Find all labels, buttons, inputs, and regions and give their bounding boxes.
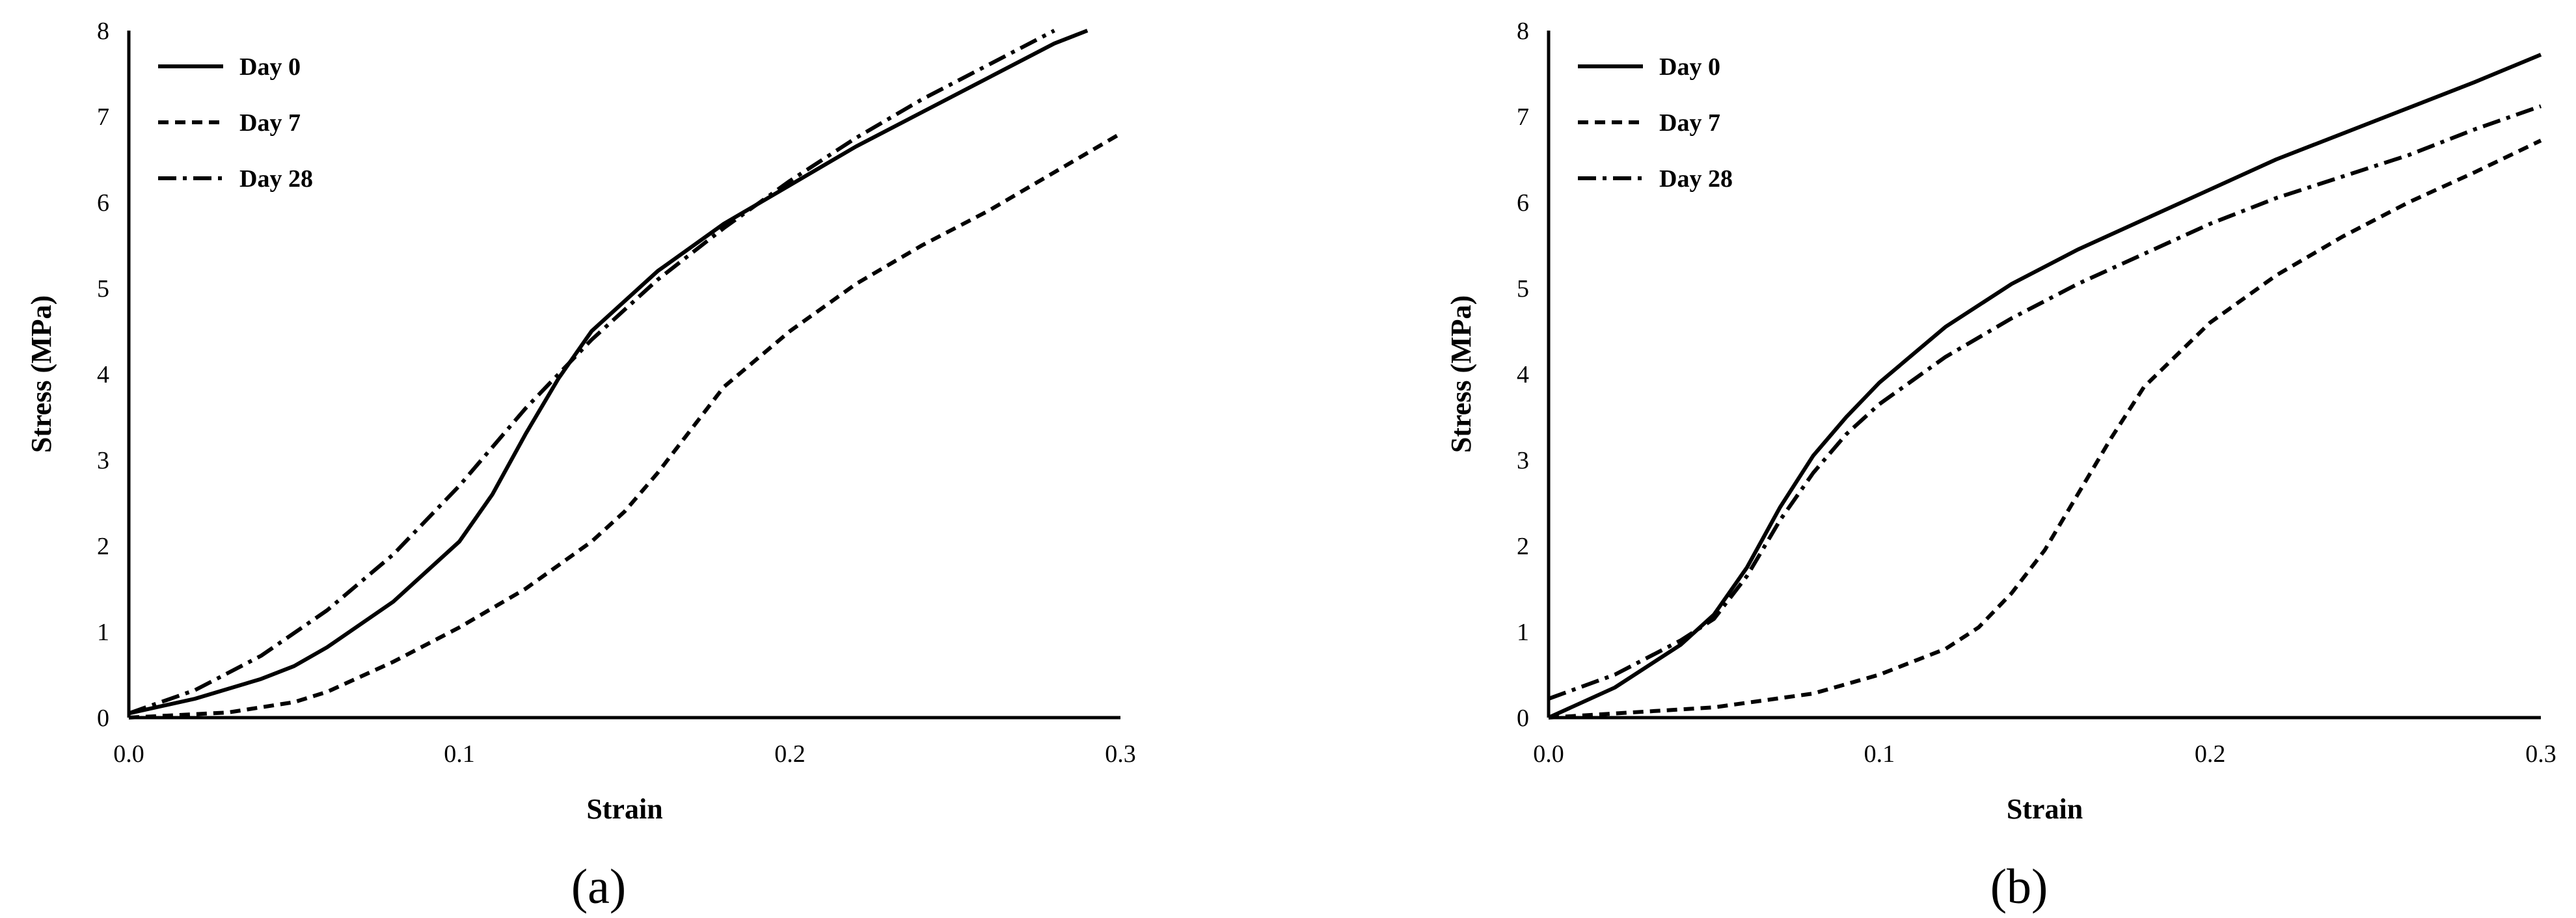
legend-label: Day 7	[1659, 109, 1720, 137]
x-tick-label: 0.1	[1864, 740, 1895, 768]
y-tick-label: 8	[97, 18, 109, 45]
series-line-day-7	[1548, 139, 2542, 720]
y-tick-label: 5	[97, 275, 109, 303]
series-line-day-0	[1547, 53, 2542, 720]
x-tick-label: 0.3	[2525, 740, 2556, 768]
legend-label: Day 0	[239, 53, 301, 81]
x-tick-label: 0.2	[774, 740, 806, 768]
y-tick-label: 2	[1517, 533, 1529, 560]
panel-label-a: (a)	[571, 859, 626, 914]
x-tick-label: 0.1	[444, 740, 475, 768]
y-tick-label: 6	[1517, 189, 1529, 217]
y-tick-label: 6	[97, 189, 109, 217]
chart-panel-a: 0 1 2 3 4 5 6 7 8 0.0 0.1 0.2 0.3 Strain Stress (MPa) D…	[25, 18, 1136, 825]
y-tick-label: 7	[1517, 103, 1529, 131]
y-tick-label: 1	[97, 619, 109, 646]
y-tick-label: 3	[97, 447, 109, 474]
legend-label: Day 7	[239, 109, 301, 137]
x-axis-title: Strain	[2007, 793, 2083, 825]
y-axis-title: Stress (MPa)	[1445, 295, 1477, 453]
x-tick-label: 0.2	[2195, 740, 2226, 768]
y-axis-title: Stress (MPa)	[25, 295, 57, 453]
legend-label: Day 0	[1659, 53, 1720, 81]
y-tick-label: 4	[1517, 361, 1529, 388]
y-tick-label: 1	[1517, 619, 1529, 646]
y-tick-label: 4	[97, 361, 109, 388]
legend-label: Day 28	[239, 165, 313, 193]
series-line-day-28	[128, 29, 1055, 716]
y-tick-label: 5	[1517, 275, 1529, 303]
y-tick-label: 3	[1517, 447, 1529, 474]
y-tick-label: 0	[97, 705, 109, 732]
x-tick-label: 0.3	[1105, 740, 1136, 768]
x-tick-label: 0.0	[113, 740, 144, 768]
y-tick-label: 2	[97, 533, 109, 560]
series-line-day-0	[128, 29, 1089, 716]
x-tick-label: 0.0	[1533, 740, 1564, 768]
panel-label-b: (b)	[1990, 859, 2048, 914]
series-line-day-28	[1547, 104, 2542, 701]
y-tick-label: 7	[97, 103, 109, 131]
chart-panel-b: 0 1 2 3 4 5 6 7 8 0.0 0.1 0.2 0.3 Strain Stress (MPa) D…	[1445, 18, 2556, 825]
series-line-day-7	[128, 131, 1122, 720]
legend-label: Day 28	[1659, 165, 1733, 193]
y-tick-label: 8	[1517, 18, 1529, 45]
x-axis-title: Strain	[586, 793, 662, 825]
y-tick-label: 0	[1517, 705, 1529, 732]
